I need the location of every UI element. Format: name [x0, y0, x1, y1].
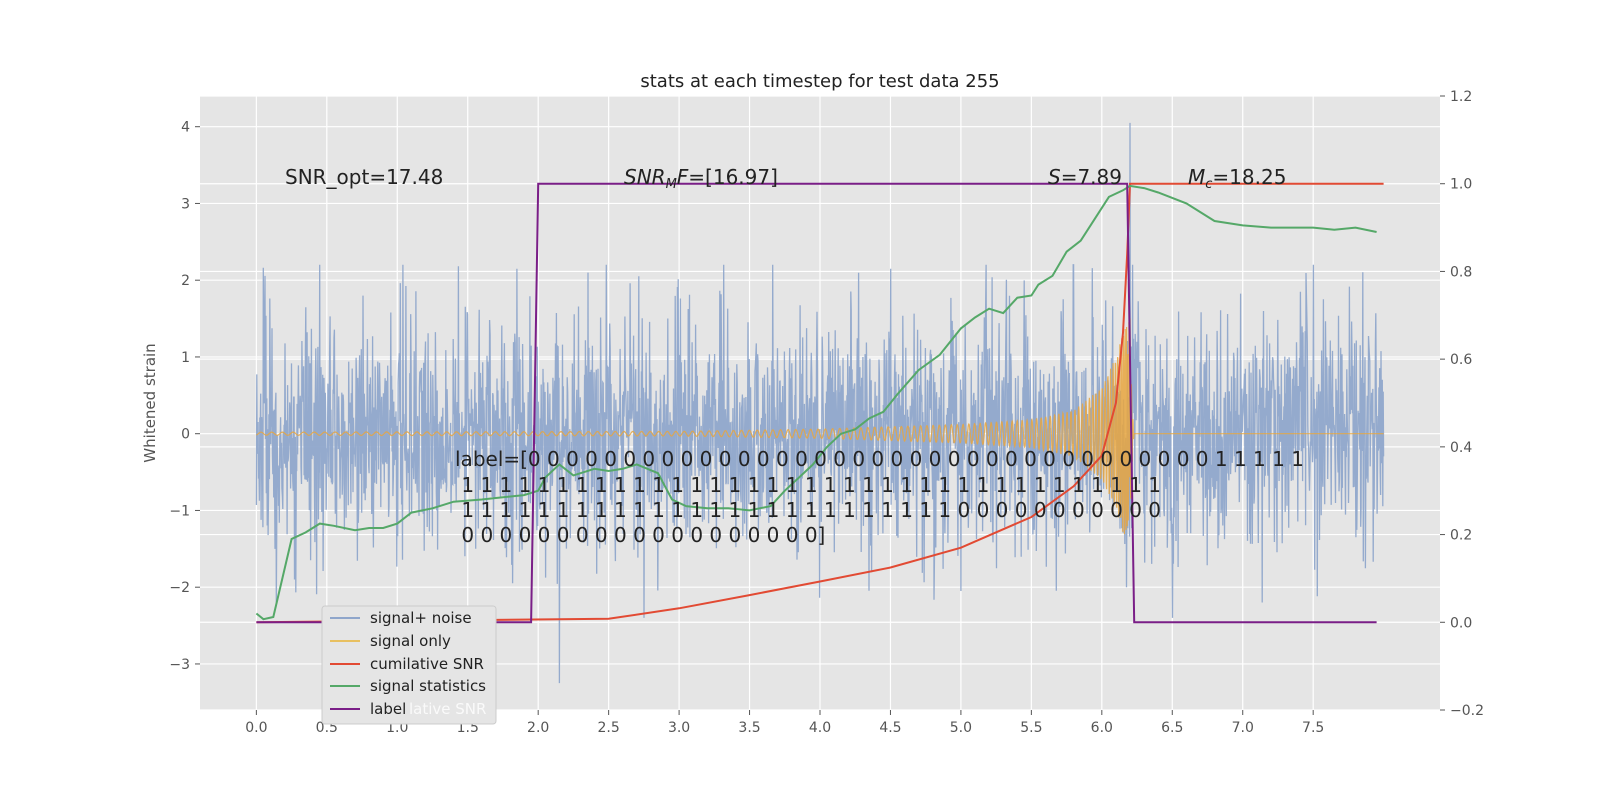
x-tick-label: 3.0: [668, 720, 690, 736]
x-tick-label: 7.0: [1232, 720, 1254, 736]
y-left-tick-label: 3: [181, 196, 190, 212]
snr-opt-annotation: SNR_opt=17.48: [285, 165, 443, 189]
y-left-tick-label: −2: [169, 580, 190, 596]
legend-label-label: label: [370, 700, 406, 718]
y-right-tick-label: 0.0: [1450, 615, 1472, 631]
signal-noise-line: [255, 122, 1385, 684]
label-line-2: 1 1 1 1 1 1 1 1 1 1 1 1 1 1 1 1 1 1 1 1 …: [455, 473, 1161, 497]
x-tick-label: 7.5: [1302, 720, 1324, 736]
y-axis-label: Whitened strain: [141, 343, 159, 462]
label-line-4: 0 0 0 0 0 0 0 0 0 0 0 0 0 0 0 0 0 0 0]: [455, 523, 825, 547]
y-right-tick-label: 0.6: [1450, 352, 1472, 368]
annotations: SNR_opt=17.48 SNRMF=[16.97] S=7.89 Mc=18…: [285, 165, 1304, 547]
x-tick-label: 3.5: [738, 720, 760, 736]
left-axis-ticks: −3 −2 −1 0 1 2 3 4: [169, 120, 200, 673]
snr-mf-prefix: SNR: [624, 165, 666, 189]
x-tick-label: 6.5: [1161, 720, 1183, 736]
x-tick-label: 5.5: [1020, 720, 1042, 736]
snr-mf-f: F: [677, 165, 689, 189]
label-annotation: label=[0 0 0 0 0 0 0 0 0 0 0 0 0 0 0 0 0…: [455, 447, 1304, 547]
y-left-tick-label: 4: [181, 120, 190, 136]
y-right-tick-label: 1.0: [1450, 177, 1472, 193]
mc-sub: c: [1205, 177, 1212, 192]
mc-rest: =18.25: [1212, 165, 1286, 189]
x-tick-label: 4.0: [809, 720, 831, 736]
y-left-tick-label: −3: [169, 657, 190, 673]
y-right-tick-label: 0.8: [1450, 264, 1472, 280]
label-line-1: label=[0 0 0 0 0 0 0 0 0 0 0 0 0 0 0 0 0…: [455, 447, 1304, 471]
legend-label-cumulative-snr: cumilative SNR: [370, 655, 484, 673]
legend-label-signal-only: signal only: [370, 632, 451, 650]
y-left-tick-label: 2: [181, 273, 190, 289]
legend-label-signal-noise: signal+ noise: [370, 609, 472, 627]
legend-ghost-text: lative SNR: [409, 700, 486, 718]
x-tick-label: 2.5: [598, 720, 620, 736]
s-rest: =7.89: [1061, 165, 1122, 189]
y-left-tick-label: −1: [169, 503, 190, 519]
y-right-tick-label: 0.4: [1450, 440, 1472, 456]
y-right-tick-label: 1.2: [1450, 89, 1472, 105]
x-tick-label: 6.0: [1091, 720, 1113, 736]
mc-annotation: Mc=18.25: [1188, 165, 1286, 192]
signal-only-series: [256, 318, 1384, 535]
signal-noise-series: [255, 122, 1385, 684]
signal-only-line: [256, 318, 1384, 535]
s-prefix: S: [1048, 165, 1061, 189]
y-left-tick-label: 0: [181, 427, 190, 443]
y-right-tick-label: 0.2: [1450, 528, 1472, 544]
legend: signal+ noise signal only cumilative SNR…: [321, 605, 497, 725]
x-tick-label: 0.0: [245, 720, 267, 736]
x-tick-label: 5.0: [950, 720, 972, 736]
series-line-signal-statistics: [255, 184, 1377, 621]
x-tick-label: 2.0: [527, 720, 549, 736]
chart-title: stats at each timestep for test data 255: [640, 71, 999, 92]
series-line-cumilative-snr: [256, 182, 1384, 624]
legend-box: [321, 605, 497, 725]
label-line-3: 1 1 1 1 1 1 1 1 1 1 1 1 1 1 1 1 1 1 1 1 …: [455, 498, 1161, 522]
snr-mf-sub: M: [666, 177, 677, 192]
y-right-tick-label: −0.2: [1450, 703, 1484, 719]
right-axis-ticks: −0.2 0.0 0.2 0.4 0.6 0.8 1.0 1.2: [1440, 89, 1484, 719]
snr-mf-annotation: SNRMF=[16.97]: [624, 165, 778, 192]
y-left-tick-label: 1: [181, 350, 190, 366]
x-tick-label: 4.5: [879, 720, 901, 736]
legend-label-signal-statistics: signal statistics: [370, 677, 486, 695]
snr-mf-rest: =[16.97]: [688, 165, 778, 189]
mc-prefix: M: [1188, 165, 1205, 189]
s-annotation: S=7.89: [1048, 165, 1122, 189]
